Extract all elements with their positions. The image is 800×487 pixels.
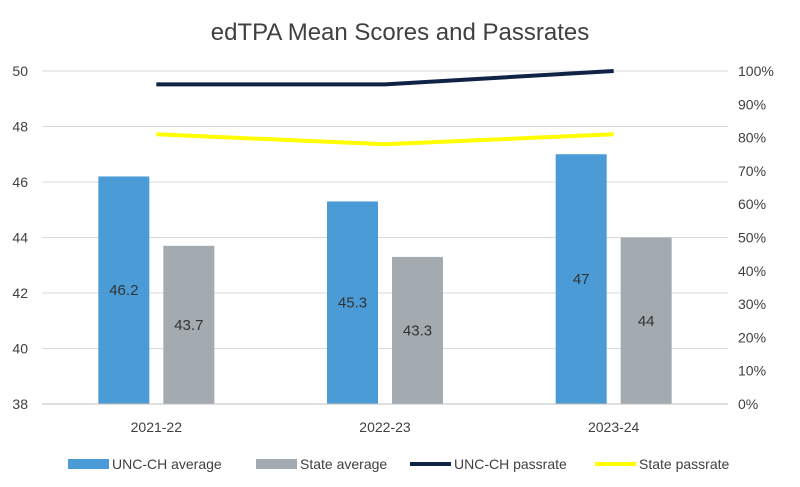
bar	[620, 237, 672, 404]
bar-data-label: 44	[638, 313, 655, 330]
y-left-tick-label: 50	[12, 63, 28, 79]
x-tick-label: 2022-23	[359, 419, 411, 435]
y-right-tick-label: 30%	[738, 296, 766, 312]
bar-data-label: 43.3	[403, 322, 432, 339]
bars	[98, 154, 672, 404]
series-line	[156, 69, 614, 87]
bar	[555, 154, 607, 404]
y-right-tick-label: 100%	[738, 63, 774, 79]
gridlines	[42, 70, 728, 349]
data-labels: 46.2 45.3 47 43.7 43.3 44	[109, 271, 654, 339]
y-right-tick-label: 90%	[738, 96, 766, 112]
legend-swatch	[256, 459, 297, 469]
y-left-tick-label: 40	[12, 341, 28, 357]
y-left-tick-label: 38	[12, 396, 28, 412]
y-left-tick-label: 44	[12, 230, 28, 246]
bar	[392, 256, 443, 404]
y-right-tick-label: 10%	[738, 363, 766, 379]
legend-label: State average	[300, 456, 387, 472]
bar	[327, 201, 378, 404]
axes: 38 40 42 44 46 48 50 0% 10% 20% 30% 40% 50% 60% 70% 80%…	[12, 63, 773, 435]
legend-swatch	[68, 459, 109, 469]
bar	[98, 176, 150, 404]
bar-data-label: 45.3	[338, 295, 367, 312]
series-line	[156, 132, 614, 147]
legend-label: UNC-CH average	[112, 456, 222, 472]
x-tick-label: 2021-22	[131, 419, 183, 435]
y-right-tick-label: 40%	[738, 263, 766, 279]
legend-label: State passrate	[639, 456, 729, 472]
y-right-tick-label: 0%	[738, 396, 758, 412]
y-right-tick-label: 50%	[738, 230, 766, 246]
y-right-tick-label: 20%	[738, 329, 766, 345]
bar-data-label: 47	[573, 271, 590, 288]
bar-data-label: 46.2	[109, 282, 138, 299]
bar-data-label: 43.7	[174, 317, 203, 334]
y-left-tick-label: 46	[12, 174, 28, 190]
y-right-tick-label: 80%	[738, 130, 766, 146]
chart-title: edTPA Mean Scores and Passrates	[211, 19, 589, 46]
y-right-tick-label: 60%	[738, 196, 766, 212]
bar	[163, 245, 215, 404]
y-left-tick-label: 48	[12, 119, 28, 135]
legend-label: UNC-CH passrate	[454, 456, 567, 472]
x-tick-label: 2023-24	[588, 419, 640, 435]
y-left-tick-label: 42	[12, 285, 28, 301]
lines	[156, 69, 614, 147]
y-right-tick-label: 70%	[738, 163, 766, 179]
legend: UNC-CH average State average UNC-CH passra…	[68, 456, 729, 472]
